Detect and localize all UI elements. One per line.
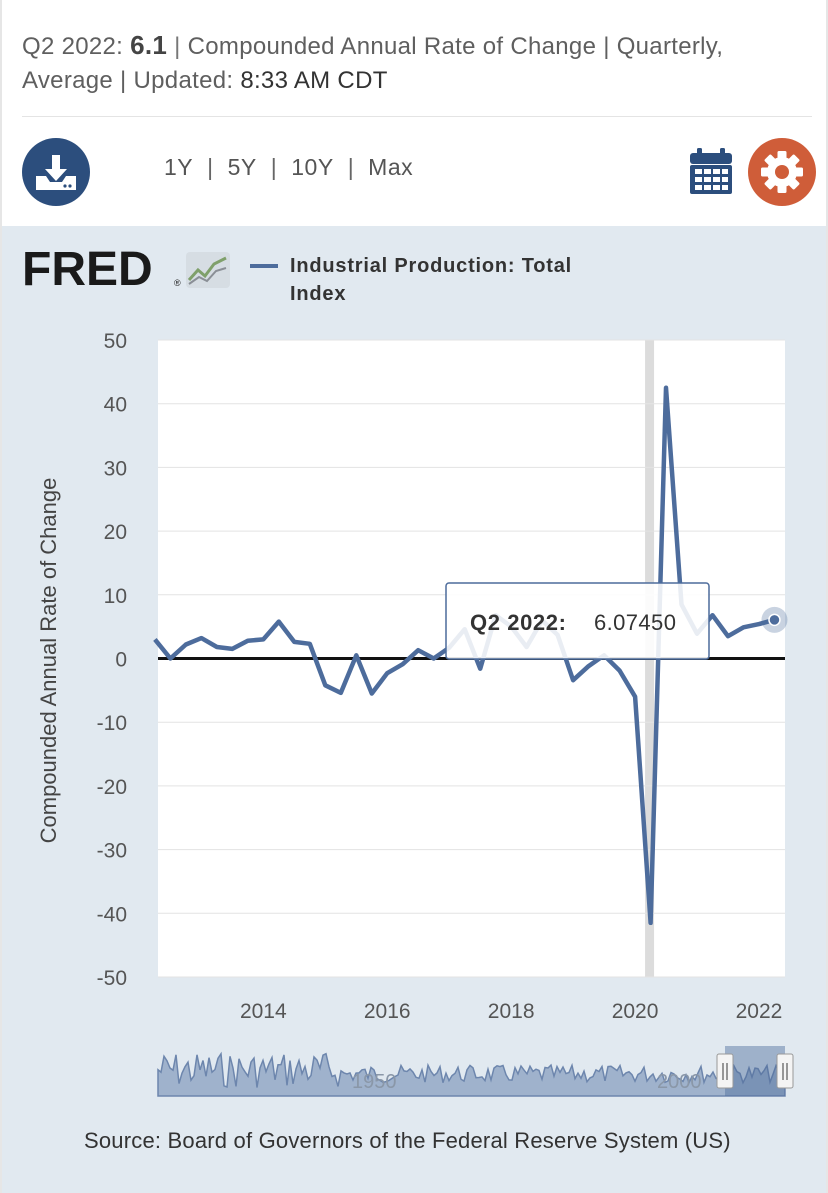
y-tick-label: 50 (104, 330, 127, 353)
header-period: Q2 2022: (22, 33, 124, 60)
x-tick-label: 2022 (736, 1000, 783, 1023)
range-1y[interactable]: 1Y (164, 154, 194, 180)
navigator-selection[interactable] (725, 1046, 785, 1096)
range-10y[interactable]: 10Y (291, 154, 334, 180)
legend-line-swatch (250, 264, 278, 268)
x-tick-label: 2018 (488, 1000, 535, 1023)
gear-icon (761, 151, 803, 193)
y-tick-label: 40 (104, 394, 127, 417)
fred-chart-icon (186, 252, 230, 288)
navigator-series-area (157, 1051, 786, 1097)
header-line-1: Q2 2022: 6.1 | Compounded Annual Rate of… (22, 28, 822, 64)
y-tick-label: -10 (97, 712, 127, 735)
range-5y[interactable]: 5Y (227, 154, 257, 180)
range-navigator[interactable]: 1950 2000 (157, 1046, 794, 1097)
settings-button[interactable] (748, 138, 816, 206)
y-tick-label: 10 (104, 585, 127, 608)
y-tick-label: 30 (104, 457, 127, 480)
download-icon (36, 155, 76, 190)
y-tick-label: 0 (115, 649, 127, 672)
source-note: Source: Board of Governors of the Federa… (84, 1128, 731, 1153)
navigator-label-2000: 2000 (657, 1071, 702, 1093)
y-axis-label: Compounded Annual Rate of Change (36, 478, 61, 844)
navigator-handle-right[interactable] (776, 1053, 794, 1089)
range-separator: | (347, 154, 355, 180)
x-axis-ticks: 2014 2016 2018 2020 2022 (240, 1000, 782, 1023)
tooltip-box (445, 582, 710, 660)
header-updated-time: 8:33 AM CDT (240, 67, 388, 94)
download-button[interactable] (22, 138, 90, 206)
header-value: 6.1 (130, 30, 168, 60)
navigator-handle-left[interactable] (716, 1053, 734, 1089)
range-selector: 1Y | 5Y | 10Y | Max (164, 154, 413, 181)
hover-marker (768, 613, 781, 627)
calendar-icon (690, 148, 732, 194)
y-tick-label: -20 (97, 776, 127, 799)
series-header: Q2 2022: 6.1 | Compounded Annual Rate of… (22, 28, 822, 98)
header-description: Compounded Annual Rate of Change | Quart… (187, 33, 724, 60)
x-tick-label: 2014 (240, 1000, 287, 1023)
header-separator: | (174, 33, 181, 60)
tooltip: Q2 2022: 6.07450 (445, 582, 710, 660)
y-axis-ticks: 50 40 30 20 10 0 -10 -20 -30 -40 -50 (97, 330, 127, 990)
y-tick-label: 20 (104, 521, 127, 544)
y-tick-label: -40 (97, 903, 127, 926)
fred-logo-registered: ® (174, 278, 181, 288)
calendar-button[interactable] (688, 146, 734, 196)
y-tick-label: -50 (97, 967, 127, 990)
fred-logo: FRED ® (22, 243, 232, 296)
tooltip-label: Q2 2022: (470, 610, 567, 635)
range-max[interactable]: Max (368, 154, 414, 180)
y-tick-label: -30 (97, 840, 127, 863)
header-divider (22, 116, 812, 117)
x-tick-label: 2020 (612, 1000, 659, 1023)
toolbar: 1Y | 5Y | 10Y | Max (0, 130, 828, 220)
range-separator: | (270, 154, 278, 180)
x-tick-label: 2016 (364, 1000, 411, 1023)
range-separator: | (207, 154, 214, 180)
fred-logo-text: FRED (22, 246, 153, 292)
header-line-2: Average | Updated: 8:33 AM CDT (22, 64, 822, 98)
header-updated-label: Average | Updated: (22, 67, 234, 94)
navigator-label-1950: 1950 (352, 1071, 397, 1093)
legend-series-name: Industrial Production: Total Index (290, 255, 573, 305)
tooltip-value: 6.07450 (594, 610, 676, 635)
